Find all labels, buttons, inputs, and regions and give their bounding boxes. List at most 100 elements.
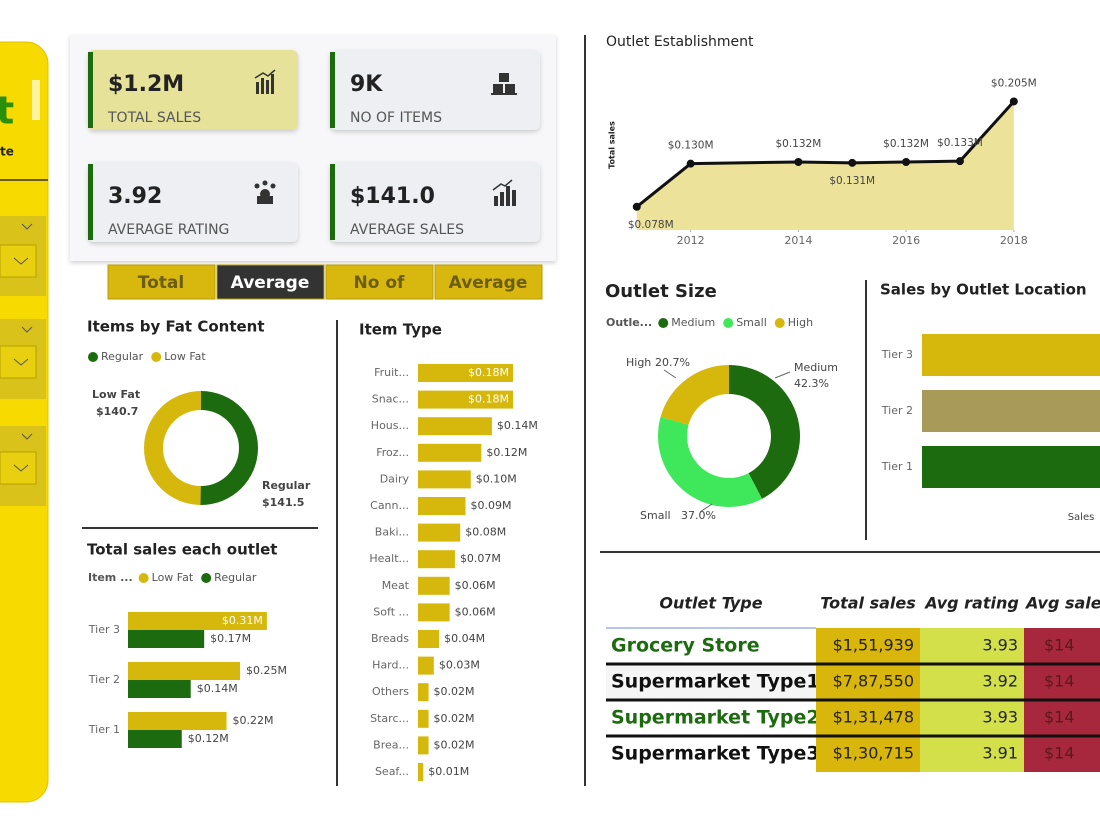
y-tick-label: Baki...: [375, 526, 409, 539]
bar: [418, 656, 434, 675]
kpi-value: $1.2M: [108, 72, 184, 97]
legend-label: Regular: [101, 350, 144, 363]
bar: [418, 709, 429, 728]
kpi-label: NO OF ITEMS: [350, 110, 442, 126]
chevron: [21, 326, 33, 333]
slice-value: 20.7%: [655, 356, 690, 369]
table-cell: [920, 664, 1024, 700]
donut-slice: [143, 391, 201, 505]
chart-title: Total sales each outlet: [87, 541, 277, 559]
table-cell-text: Supermarket Type3: [611, 743, 820, 765]
content: $1.2M TOTAL SALES 9K NO OF ITEMS 3.92 AVERAGE…: [87, 34, 1100, 781]
x-tick-label: 2012: [677, 234, 705, 247]
bar: [922, 390, 1100, 432]
legend-swatch: [774, 318, 785, 328]
bar: [418, 630, 440, 648]
chart-title: Outlet Establishment: [606, 34, 754, 50]
bar: [922, 446, 1100, 488]
tab-button-label: Average: [231, 273, 310, 293]
kpi-value: $141.0: [350, 184, 435, 209]
legend-label: High: [788, 316, 813, 329]
donut-slice: [658, 417, 763, 507]
point: [1009, 97, 1018, 106]
table-cell-text: $7,87,550: [833, 672, 914, 691]
sidebar-subtitle: te: [0, 145, 14, 159]
table-cell-text: $1,51,939: [833, 636, 914, 655]
bar: [418, 736, 429, 755]
kpi-card: [88, 162, 298, 242]
area-fill: [636, 101, 1014, 231]
data-label: $0.132M: [775, 138, 821, 150]
table-cell: [920, 700, 1024, 736]
table-cell: [1024, 628, 1100, 664]
tab-button-label: No of: [354, 273, 406, 293]
table-cell: [816, 664, 920, 700]
slice-value: 37.0%: [681, 509, 716, 522]
icon-growth: [492, 179, 516, 206]
chevron: [13, 358, 29, 366]
scrollbar: [32, 80, 40, 120]
data-label: $0.131M: [829, 175, 875, 187]
bar: [418, 497, 466, 515]
chart-title: Sales by Outlet Location: [880, 281, 1087, 299]
donut-slice: [729, 365, 800, 499]
data-label: $0.09M: [471, 499, 512, 512]
data-label: $0.07M: [460, 552, 501, 565]
chart-title: Item Type: [359, 321, 442, 339]
tab-button[interactable]: [325, 264, 434, 300]
kpi-label: AVERAGE RATING: [108, 222, 229, 238]
table-cell-text: $1,30,715: [833, 744, 914, 763]
slice-category: Low Fat: [92, 388, 140, 401]
y-tick-label: Starc...: [370, 712, 409, 725]
table-cell: [920, 628, 1024, 664]
bar: [418, 576, 450, 595]
data-label: $0.205M: [991, 77, 1037, 89]
legend-title: Outle...: [606, 316, 652, 329]
leader-line: [663, 369, 677, 379]
data-label: $0.133M: [937, 137, 983, 149]
table-header: Avg rating: [923, 594, 1019, 613]
slice-value: $141.5: [262, 496, 304, 509]
data-label: $0.17M: [210, 632, 251, 645]
y-tick-label: Tier 1: [88, 723, 120, 736]
data-label: $0.12M: [486, 446, 527, 459]
bar: [128, 730, 182, 748]
data-label: $0.12M: [188, 732, 229, 745]
data-label: $0.132M: [883, 138, 929, 150]
table-cell-text: $14: [1044, 708, 1075, 727]
data-label: $0.130M: [668, 140, 714, 152]
y-tick-label: Healt...: [369, 552, 409, 565]
legend-swatch: [723, 318, 734, 328]
table-cell: [816, 736, 920, 772]
kpi-value: 9K: [350, 72, 383, 97]
y-tick-label: Tier 3: [88, 623, 120, 636]
kpi-card: [330, 162, 540, 242]
data-label: $0.25M: [246, 664, 287, 677]
table-cell-text: 3.93: [982, 708, 1018, 727]
data-label: $0.03M: [439, 659, 480, 672]
y-tick-label: Breads: [371, 632, 409, 645]
tab-button[interactable]: [216, 264, 325, 300]
bar: [418, 443, 482, 462]
legend-label: Low Fat: [152, 571, 194, 584]
point: [686, 159, 695, 168]
bar: [418, 364, 513, 382]
kpi-accent: [88, 164, 93, 240]
data-label: $0.078M: [628, 219, 674, 231]
x-tick-label: 2014: [784, 234, 812, 247]
data-label: $0.06M: [455, 605, 496, 618]
y-tick-label: Soft ...: [373, 605, 409, 618]
data-label: $0.02M: [434, 685, 475, 698]
legend-swatch: [88, 352, 98, 362]
sidebar-title: t: [0, 89, 14, 133]
tab-button[interactable]: [107, 264, 216, 300]
y-tick-label: Tier 2: [881, 404, 913, 417]
tab-button[interactable]: [434, 264, 543, 300]
y-tick-label: Tier 2: [88, 673, 120, 686]
table-cell: [920, 736, 1024, 772]
point: [902, 158, 911, 166]
data-label: $0.14M: [497, 419, 538, 432]
point: [955, 157, 964, 166]
bar: [418, 603, 450, 622]
table-cell: [816, 700, 920, 736]
